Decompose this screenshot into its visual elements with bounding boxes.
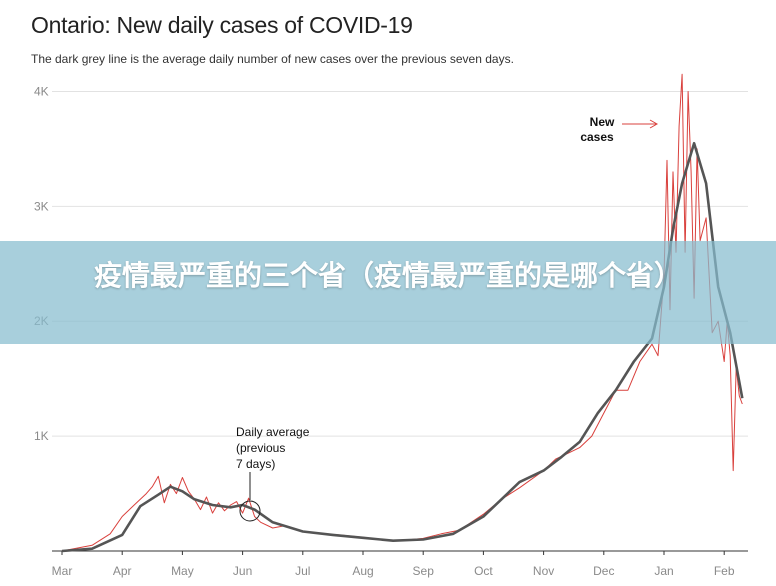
x-tick-label: Nov [533,564,554,578]
x-tick-label: Feb [714,564,735,578]
x-tick-label: Oct [474,564,493,578]
x-tick-label: Dec [593,564,614,578]
annotations: New cases Daily average (previous 7 days… [236,115,659,522]
chart-subtitle: The dark grey line is the average daily … [31,52,514,66]
x-tick-label: Jun [233,564,252,578]
overlay-banner-text: 疫情最严重的三个省（疫情最严重的是哪个省） [93,259,682,292]
x-tick-label: Jan [654,564,673,578]
x-tick-label: Jul [295,564,310,578]
x-tick-label: Sep [413,564,435,578]
x-tick-label: Mar [52,564,73,578]
x-tick-label: Aug [352,564,373,578]
chart-title: Ontario: New daily cases of COVID-19 [31,12,413,38]
x-tick-label: May [171,564,194,578]
y-tick-label: 4K [34,84,49,98]
new-cases-label-line1: New [590,115,615,129]
new-cases-label-line2: cases [580,130,614,144]
overlay-banner [0,241,776,344]
y-tick-label: 1K [34,429,49,443]
new-cases-arrow-head [649,119,659,129]
avg-pointer-circle [239,500,261,522]
average-series-line [61,141,744,553]
avg-label-line2: (previous [236,441,285,455]
x-tick-label: Apr [113,564,132,578]
y-tick-label: 3K [34,199,49,213]
avg-label-line3: 7 days) [236,457,275,471]
x-axis: Mar Apr May Jun Jul Aug Sep Oct Nov Dec Jan Feb [52,550,748,578]
avg-label-line1: Daily average [236,425,310,439]
